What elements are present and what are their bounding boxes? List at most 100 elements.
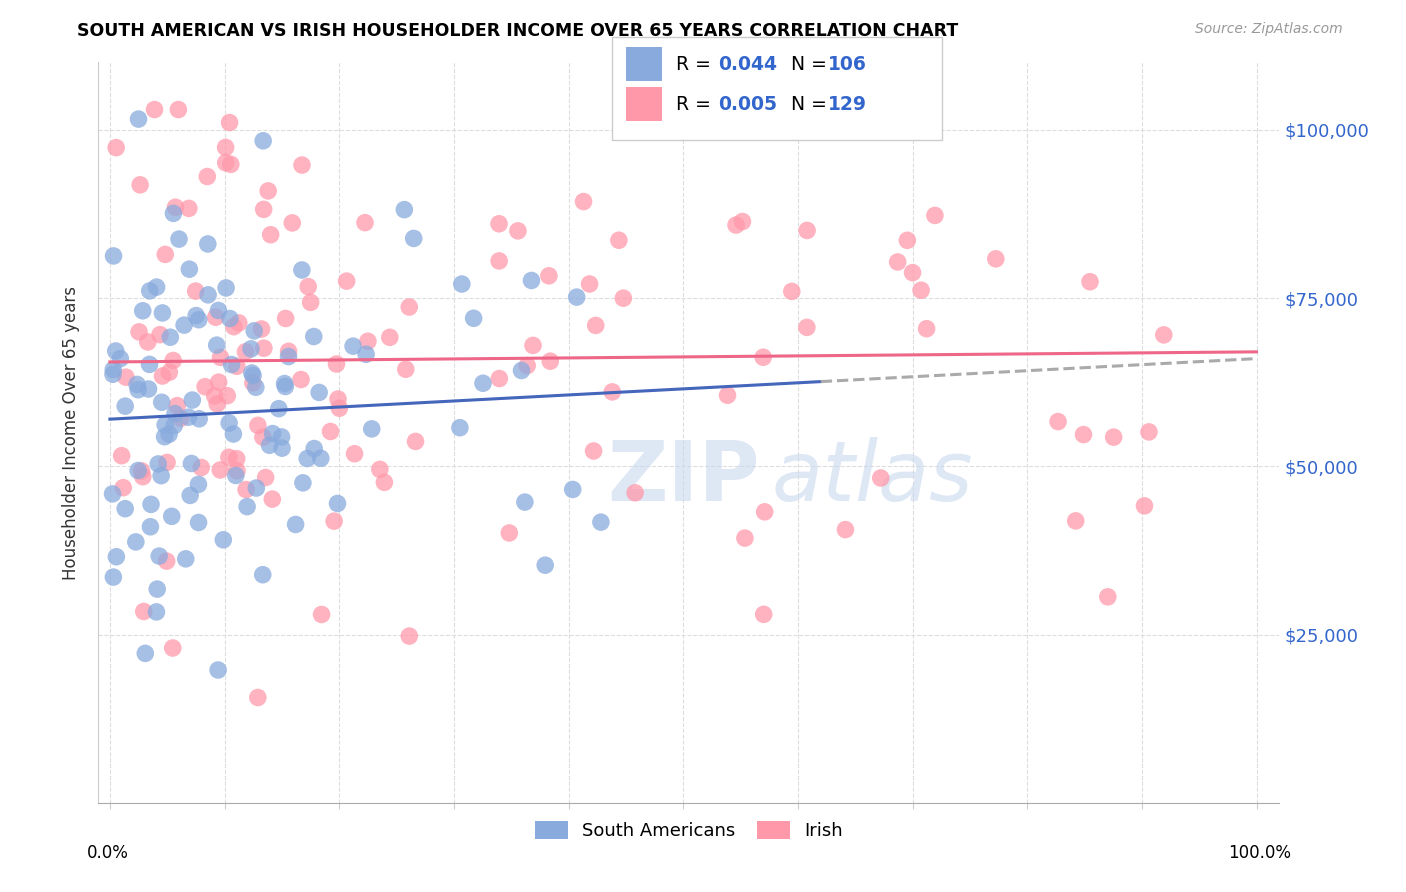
Point <box>157 365 180 379</box>
Point <box>405 434 427 449</box>
Point <box>245 481 267 495</box>
Point <box>343 447 366 461</box>
Point <box>167 103 190 117</box>
Point <box>149 327 172 342</box>
Point <box>262 426 284 441</box>
Point <box>450 277 472 291</box>
Point <box>101 487 124 501</box>
Point <box>537 268 560 283</box>
Point <box>125 535 148 549</box>
Point <box>190 460 212 475</box>
Point <box>218 450 240 465</box>
Point <box>754 505 776 519</box>
Point <box>565 290 588 304</box>
Point <box>281 216 304 230</box>
Point <box>205 397 228 411</box>
Point <box>156 554 179 568</box>
Point <box>277 344 299 359</box>
Point <box>218 115 240 129</box>
Point <box>506 224 529 238</box>
Point <box>186 309 208 323</box>
Point <box>624 485 647 500</box>
Point <box>752 350 775 364</box>
Point <box>139 284 162 298</box>
Point <box>180 457 202 471</box>
Point <box>589 515 612 529</box>
Point <box>600 384 623 399</box>
Point <box>145 280 167 294</box>
Point <box>1133 499 1156 513</box>
Point <box>1102 430 1125 444</box>
Point <box>311 607 333 622</box>
Point <box>150 468 173 483</box>
Point <box>274 379 297 393</box>
Point <box>297 279 319 293</box>
Point <box>132 605 155 619</box>
Point <box>112 481 135 495</box>
Point <box>162 640 184 655</box>
Point <box>152 369 174 384</box>
Point <box>162 206 184 220</box>
Point <box>163 407 186 421</box>
Point <box>104 343 127 358</box>
Point <box>578 277 600 291</box>
Point <box>174 551 197 566</box>
Point <box>214 140 236 154</box>
Text: ZIP: ZIP <box>607 436 759 517</box>
Point <box>395 362 418 376</box>
Text: 106: 106 <box>828 54 868 74</box>
Point <box>262 492 284 507</box>
Point <box>650 103 672 117</box>
Point <box>110 351 132 366</box>
Point <box>378 330 401 344</box>
Point <box>105 141 128 155</box>
Point <box>225 451 247 466</box>
Point <box>209 463 232 477</box>
Point <box>342 339 364 353</box>
Point <box>299 295 322 310</box>
Point <box>114 399 136 413</box>
Point <box>308 385 330 400</box>
Point <box>498 525 520 540</box>
Point <box>302 329 325 343</box>
Point <box>173 318 195 332</box>
Point <box>267 401 290 416</box>
Point <box>188 412 211 426</box>
Point <box>488 217 510 231</box>
Point <box>166 399 188 413</box>
Point <box>187 477 209 491</box>
Point <box>204 310 226 325</box>
Point <box>260 227 283 242</box>
Point <box>373 475 395 490</box>
Point <box>612 291 634 305</box>
Point <box>585 318 607 333</box>
Point <box>208 375 231 389</box>
Point <box>1137 425 1160 439</box>
Point <box>984 252 1007 266</box>
Point <box>520 273 543 287</box>
Point <box>105 549 128 564</box>
Point <box>734 531 756 545</box>
Point <box>212 533 235 547</box>
Point <box>302 442 325 456</box>
Point <box>197 237 219 252</box>
Point <box>326 392 349 406</box>
Point <box>1078 275 1101 289</box>
Point <box>143 103 166 117</box>
Point <box>901 266 924 280</box>
Point <box>277 350 299 364</box>
Point <box>242 376 264 390</box>
Point <box>218 416 240 430</box>
Point <box>103 249 125 263</box>
Point <box>1047 415 1070 429</box>
Point <box>139 497 162 511</box>
Point <box>145 605 167 619</box>
Point <box>328 401 350 416</box>
Point <box>534 558 557 573</box>
Point <box>217 389 239 403</box>
Point <box>209 351 232 365</box>
Point <box>177 202 200 216</box>
Point <box>236 500 259 514</box>
Point <box>915 321 938 335</box>
Point <box>207 663 229 677</box>
